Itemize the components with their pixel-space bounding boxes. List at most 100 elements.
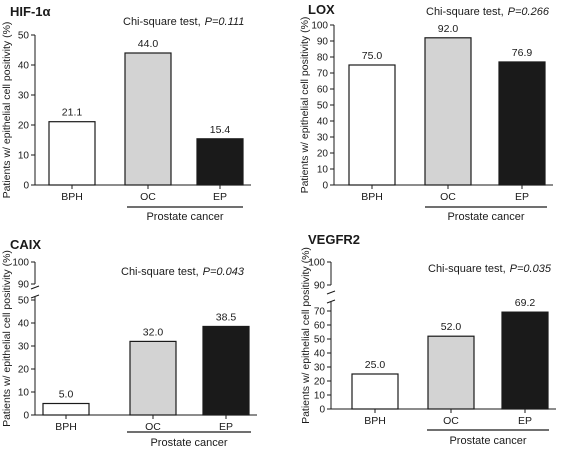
- chart-title: CAIX: [10, 237, 41, 252]
- y-tick-label: 90: [317, 37, 329, 48]
- bar-bph: [351, 373, 399, 410]
- x-category-label: BPH: [364, 415, 386, 427]
- y-tick-label: 20: [314, 377, 326, 388]
- y-axis-label: Patients w/ epithelial cell positivity (…: [1, 22, 13, 199]
- axis-break-mark: [326, 299, 336, 304]
- y-tick-label: 50: [18, 31, 30, 42]
- y-axis-label: Patients w/ epithelial cell positivity (…: [300, 247, 312, 424]
- x-category-label: BPH: [61, 191, 83, 203]
- y-tick-label: 40: [314, 349, 326, 360]
- bar-value-label: 21.1: [62, 107, 83, 119]
- y-tick-label: 20: [317, 149, 329, 160]
- p-value: P=0.043: [203, 266, 245, 278]
- x-category-label: BPH: [55, 421, 77, 433]
- bar-value-label: 92.0: [438, 23, 459, 35]
- bar-value-label: 52.0: [441, 321, 462, 333]
- y-tick-label: 50: [18, 296, 30, 307]
- y-tick-label: 60: [314, 321, 326, 332]
- x-category-label: EP: [515, 191, 529, 203]
- bar-value-label: 69.2: [515, 297, 536, 309]
- bar-value-label: 32.0: [143, 326, 164, 338]
- p-value: P=0.035: [510, 263, 552, 275]
- bar-value-label: 5.0: [59, 389, 74, 401]
- x-category-label: OC: [440, 191, 456, 203]
- y-tick-label: 100: [311, 21, 328, 32]
- y-tick-label: 20: [18, 365, 30, 376]
- y-tick-label: 40: [317, 117, 329, 128]
- x-category-label: EP: [219, 421, 233, 433]
- y-tick-label: 50: [317, 101, 329, 112]
- y-tick-label: 100: [12, 258, 29, 269]
- group-label: Prostate cancer: [150, 437, 227, 449]
- y-tick-label: 70: [317, 69, 329, 80]
- bar-bph: [42, 402, 90, 416]
- group-label: Prostate cancer: [146, 211, 223, 223]
- y-tick-label: 80: [317, 53, 329, 64]
- y-tick-label: 90: [314, 281, 326, 292]
- x-category-label: OC: [443, 415, 459, 427]
- p-value: P=0.266: [508, 6, 550, 18]
- axis-break-mark: [30, 294, 40, 299]
- y-axis-label: Patients w/ epithelial cell positivity (…: [1, 250, 13, 427]
- test-name: Chi-square test,: [426, 6, 504, 18]
- y-tick-label: 10: [314, 391, 326, 402]
- bar-value-label: 38.5: [216, 311, 237, 323]
- axis-break-mark: [326, 290, 336, 295]
- y-tick-label: 10: [18, 151, 30, 162]
- y-tick-label: 10: [18, 388, 30, 399]
- y-tick-label: 40: [18, 61, 30, 72]
- chart-title: VEGFR2: [308, 232, 360, 247]
- bar-value-label: 76.9: [512, 47, 533, 59]
- bar-ep: [501, 311, 549, 410]
- test-name: Chi-square test,: [121, 266, 199, 278]
- chi-square-label: Chi-square test, P=0.111: [123, 16, 244, 28]
- bar-value-label: 44.0: [138, 38, 159, 50]
- group-label: Prostate cancer: [447, 211, 524, 223]
- y-tick-label: 0: [319, 405, 325, 416]
- y-tick-label: 70: [314, 307, 326, 318]
- bar-bph: [348, 64, 396, 186]
- chart-panel-1: HIF-1α Chi-square test, P=0.111 Patients w/…: [1, 4, 251, 223]
- x-category-label: EP: [518, 415, 532, 427]
- chart-title: LOX: [308, 2, 335, 17]
- y-tick-label: 30: [317, 133, 329, 144]
- x-category-label: BPH: [361, 191, 383, 203]
- bar-oc: [427, 335, 475, 410]
- y-tick-label: 90: [18, 280, 30, 291]
- y-tick-label: 100: [308, 258, 325, 269]
- y-axis-label: Patients w/ epithelial cell positivity (…: [299, 17, 311, 194]
- y-tick-label: 50: [314, 335, 326, 346]
- y-tick-label: 10: [317, 165, 329, 176]
- chart-title: HIF-1α: [10, 4, 51, 19]
- bar-oc: [424, 37, 472, 186]
- bar-value-label: 15.4: [210, 124, 231, 136]
- y-tick-label: 30: [18, 342, 30, 353]
- bar-ep: [202, 325, 250, 416]
- y-tick-label: 0: [322, 181, 328, 192]
- chart-panel-2: LOX Chi-square test, P=0.266 Patients w/ ep…: [299, 2, 553, 223]
- y-tick-label: 20: [18, 121, 30, 132]
- y-tick-label: 0: [23, 181, 29, 192]
- bar-ep: [498, 61, 546, 186]
- y-tick-label: 60: [317, 85, 329, 96]
- x-category-label: OC: [145, 421, 161, 433]
- bar-bph: [48, 121, 96, 186]
- chi-square-label: Chi-square test, P=0.266: [426, 6, 550, 18]
- y-tick-label: 40: [18, 319, 30, 330]
- y-tick-label: 0: [23, 411, 29, 422]
- bar-oc: [124, 52, 172, 186]
- chart-panel-4: VEGFR2 Chi-square test, P=0.035 Patients w/…: [300, 232, 556, 447]
- test-name: Chi-square test,: [428, 263, 506, 275]
- y-tick-label: 30: [314, 363, 326, 374]
- chart-panel-3: CAIX Chi-square test, P=0.043 Patients w/ e…: [1, 237, 257, 449]
- y-tick-label: 30: [18, 91, 30, 102]
- bar-value-label: 75.0: [362, 50, 383, 62]
- p-value: P=0.111: [205, 16, 245, 28]
- bar-ep: [196, 138, 244, 186]
- chi-square-label: Chi-square test, P=0.043: [121, 266, 245, 278]
- group-label: Prostate cancer: [449, 435, 526, 447]
- bar-oc: [129, 340, 177, 416]
- x-category-label: OC: [140, 191, 156, 203]
- bar-value-label: 25.0: [365, 359, 386, 371]
